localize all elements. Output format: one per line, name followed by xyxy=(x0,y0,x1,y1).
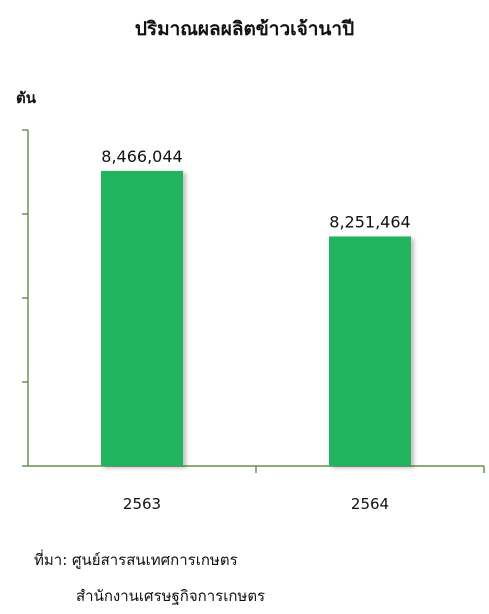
x-tick-label-2563: 2563 xyxy=(123,495,161,513)
source-line-2: สำนักงานเศรษฐกิจการเกษตร xyxy=(76,587,266,605)
bar-2564 xyxy=(329,236,411,466)
data-label-2564: 8,251,464 xyxy=(329,212,410,231)
bar-2563 xyxy=(101,170,183,466)
data-label-2563: 8,466,044 xyxy=(101,147,182,166)
source-line-1: ที่มา: ศูนย์สารสนเทศการเกษตร xyxy=(34,551,238,569)
source-note: ที่มา: ศูนย์สารสนเทศการเกษตร สำนักงานเศร… xyxy=(34,542,265,614)
x-tick-label-2564: 2564 xyxy=(351,495,389,513)
bar-chart: 8,466,044 2563 8,251,464 2564 xyxy=(22,129,485,513)
chart-title: ปริมาณผลผลิตข้าวเจ้านาปี xyxy=(134,18,355,40)
y-axis-unit-label: ตัน xyxy=(16,89,36,107)
